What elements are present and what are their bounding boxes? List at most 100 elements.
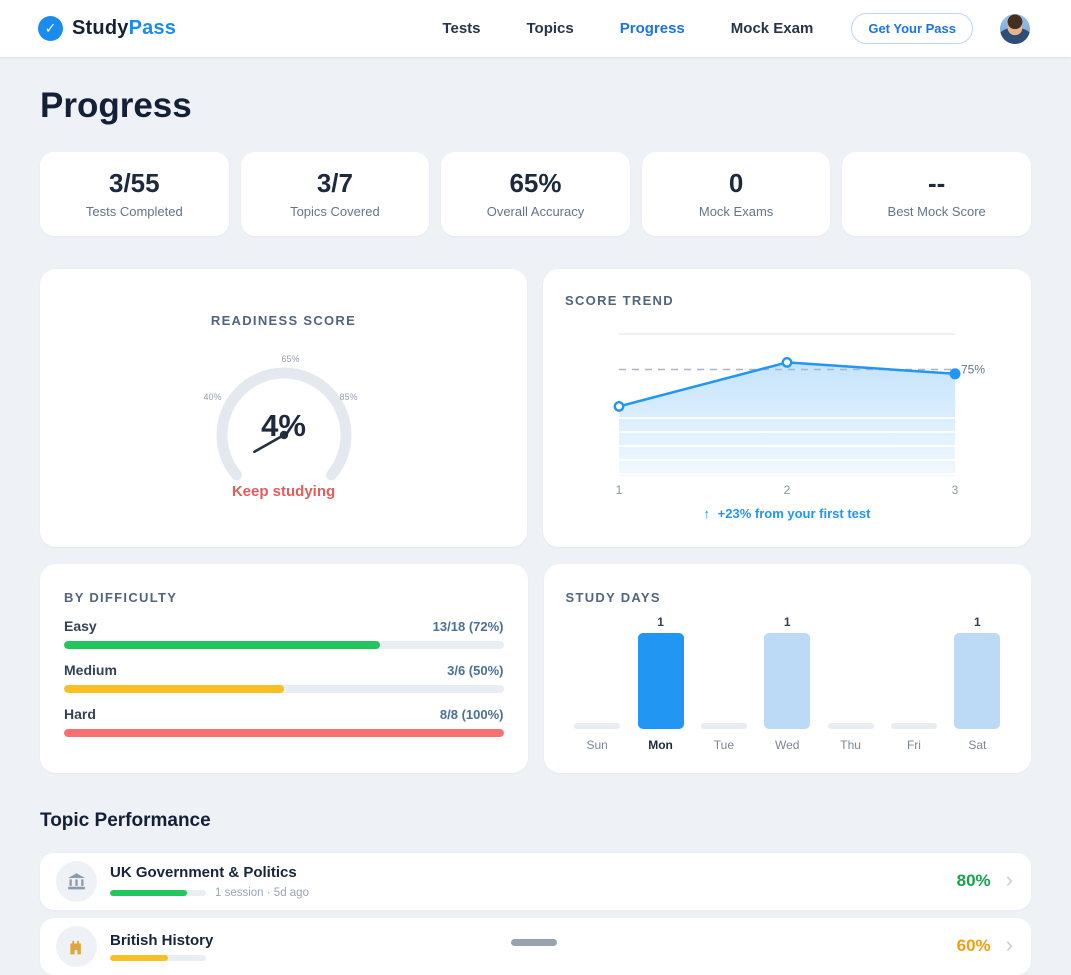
- charts-row-2: BY DIFFICULTY Easy 13/18 (72%) Medium 3/…: [40, 563, 1031, 773]
- difficulty-value: 13/18 (72%): [432, 618, 504, 634]
- main-nav: Tests Topics Progress Mock Exam: [442, 20, 813, 37]
- topic-progress-fill: [110, 954, 168, 961]
- stat-value: 3/7: [316, 168, 353, 198]
- user-avatar[interactable]: [1000, 13, 1030, 44]
- brand-primary: Study: [72, 17, 129, 39]
- study-day-label: Wed: [775, 737, 800, 752]
- by-difficulty-card: BY DIFFICULTY Easy 13/18 (72%) Medium 3/…: [40, 563, 528, 773]
- study-day-sat: 1 Sat: [946, 615, 1009, 752]
- difficulty-row-easy: Easy 13/18 (72%): [64, 618, 504, 649]
- x-tick-2: 2: [784, 483, 791, 497]
- topic-icon-circle: [56, 860, 97, 902]
- topic-session-info: 1 session · 5d ago: [215, 886, 309, 899]
- difficulty-bar-track: [64, 728, 504, 737]
- topic-row-british-history[interactable]: British History 60% ›: [40, 917, 1031, 975]
- difficulty-bar-fill: [64, 728, 504, 737]
- brand-secondary: Pass: [128, 17, 177, 39]
- gauge-pivot-dot: [279, 430, 288, 439]
- difficulty-value: 3/6 (50%): [447, 662, 504, 678]
- topic-row-uk-government-politics[interactable]: UK Government & Politics 1 session · 5d …: [40, 852, 1031, 910]
- topic-title: British History: [110, 931, 214, 949]
- study-day-count: 1: [657, 614, 664, 629]
- stats-row: 3/55 Tests Completed 3/7 Topics Covered …: [40, 151, 1031, 236]
- difficulty-label: Medium: [64, 661, 117, 678]
- study-day-label: Thu: [840, 737, 861, 752]
- trend-area-fill: [619, 361, 955, 476]
- study-days-title: STUDY DAYS: [565, 589, 661, 605]
- topic-progress-track: [110, 954, 206, 961]
- chevron-right-icon: ›: [1005, 931, 1013, 957]
- gauge-tick-65: 65%: [281, 353, 300, 364]
- study-day-fri: Fri: [882, 615, 945, 752]
- topic-icon-circle: [56, 925, 97, 967]
- stat-best-mock-score: -- Best Mock Score: [842, 151, 1031, 236]
- readiness-gauge: 40% 65% 85% 4%: [194, 350, 374, 500]
- stat-label: Mock Exams: [698, 204, 774, 219]
- brand-name: StudyPass: [72, 17, 176, 40]
- study-day-label: Fri: [906, 737, 921, 752]
- study-day-bar: [827, 722, 874, 729]
- stat-label: Best Mock Score: [887, 204, 986, 219]
- topic-performance-list: UK Government & Politics 1 session · 5d …: [40, 852, 1031, 975]
- trend-point-2: [781, 356, 793, 368]
- study-day-count: 1: [973, 614, 981, 629]
- study-days-card: STUDY DAYS Sun 1 Mon Tue: [543, 563, 1031, 773]
- stat-value: 3/55: [108, 168, 160, 198]
- study-days-chart: Sun 1 Mon Tue 1 Wed: [566, 615, 1010, 752]
- castle-icon: [70, 940, 81, 954]
- study-day-thu: Thu: [819, 615, 882, 752]
- gauge-needle: [252, 433, 285, 453]
- page-title: Progress: [40, 86, 192, 125]
- stat-label: Overall Accuracy: [486, 204, 585, 219]
- trend-annotation: ↑ +23% from your first test: [565, 506, 1009, 521]
- difficulty-bar-track: [64, 640, 504, 649]
- x-tick-1: 1: [616, 483, 623, 497]
- difficulty-bar-fill: [64, 640, 381, 649]
- charts-row-1: READINESS SCORE 40% 65% 85% 4% Keep stud…: [40, 268, 1031, 547]
- chevron-right-icon: ›: [1005, 866, 1013, 892]
- stat-value: --: [928, 168, 946, 198]
- nav-item-mock-exam[interactable]: Mock Exam: [730, 20, 814, 37]
- gauge-tick-40: 40%: [203, 391, 222, 402]
- trend-point-1: [613, 400, 625, 412]
- stat-overall-accuracy: 65% Overall Accuracy: [441, 151, 630, 236]
- nav-item-topics[interactable]: Topics: [526, 20, 574, 37]
- topic-meta: 1 session · 5d ago: [110, 887, 957, 899]
- x-tick-3: 3: [952, 483, 959, 497]
- stat-label: Topics Covered: [290, 204, 380, 219]
- stat-label: Tests Completed: [85, 204, 183, 219]
- nav-item-progress[interactable]: Progress: [619, 20, 685, 37]
- topic-info: British History: [110, 932, 957, 961]
- by-difficulty-title: BY DIFFICULTY: [64, 589, 178, 605]
- difficulty-rows: Easy 13/18 (72%) Medium 3/6 (50%) Hard: [64, 618, 504, 737]
- main-content: Progress 3/55 Tests Completed 3/7 Topics…: [0, 86, 1071, 975]
- study-day-label: Sat: [968, 737, 987, 752]
- score-trend-card: SCORE TREND 75%: [543, 268, 1031, 547]
- study-day-sun: Sun: [566, 615, 629, 752]
- scrollbar-thumb[interactable]: [511, 939, 557, 946]
- study-day-bar: [700, 722, 747, 729]
- study-day-bar: [637, 632, 684, 729]
- difficulty-bar-fill: [64, 684, 284, 693]
- difficulty-label: Easy: [64, 617, 97, 634]
- difficulty-bar-track: [64, 684, 504, 693]
- area-stripes: [619, 416, 955, 475]
- topic-performance-heading: Topic Performance: [40, 809, 211, 831]
- target-line-label: 75%: [961, 362, 985, 376]
- difficulty-label: Hard: [64, 705, 96, 722]
- gauge-arc: [216, 367, 351, 480]
- readiness-title: READINESS SCORE: [210, 312, 357, 328]
- stat-tests-completed: 3/55 Tests Completed: [40, 151, 229, 236]
- stat-mock-exams: 0 Mock Exams: [641, 151, 831, 236]
- study-day-bar: [764, 632, 811, 729]
- difficulty-row-hard: Hard 8/8 (100%): [64, 706, 504, 737]
- logo[interactable]: ✓ StudyPass: [38, 16, 176, 41]
- study-day-bar: [890, 722, 937, 729]
- topic-score: 80%: [956, 871, 991, 890]
- logo-check-icon: ✓: [38, 16, 63, 41]
- gauge-tick-85: 85%: [339, 391, 358, 402]
- study-day-label: Mon: [648, 737, 673, 752]
- nav-item-tests[interactable]: Tests: [442, 20, 481, 37]
- get-your-pass-button[interactable]: Get Your Pass: [851, 13, 973, 44]
- difficulty-value: 8/8 (100%): [439, 706, 504, 722]
